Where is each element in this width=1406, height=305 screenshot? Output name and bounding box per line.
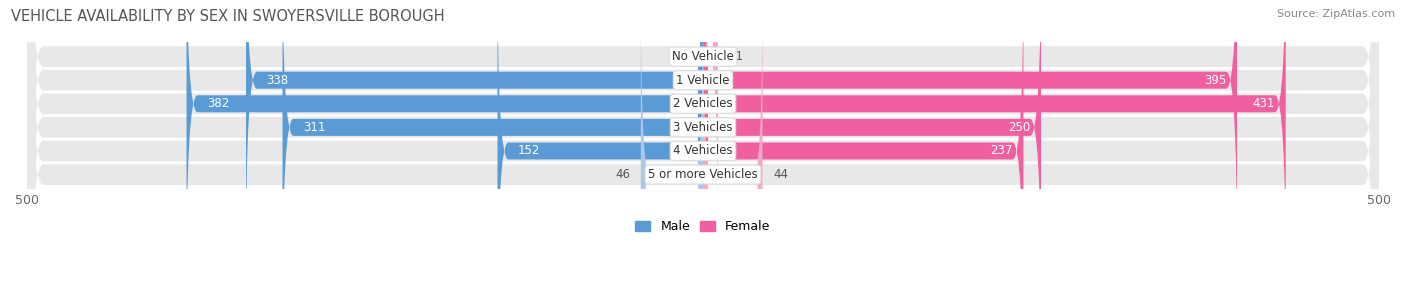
Text: 1 Vehicle: 1 Vehicle [676,74,730,87]
Text: 4 Vehicles: 4 Vehicles [673,145,733,157]
Text: 338: 338 [266,74,288,87]
FancyBboxPatch shape [27,0,1379,305]
FancyBboxPatch shape [27,0,1379,305]
Text: 237: 237 [990,145,1012,157]
Text: 311: 311 [302,121,325,134]
Text: 395: 395 [1204,74,1226,87]
Text: 11: 11 [728,50,744,63]
Text: 152: 152 [517,145,540,157]
FancyBboxPatch shape [498,0,703,305]
FancyBboxPatch shape [641,0,703,305]
Text: 2 Vehicles: 2 Vehicles [673,97,733,110]
FancyBboxPatch shape [703,0,1040,305]
FancyBboxPatch shape [27,0,1379,305]
Text: 5 or more Vehicles: 5 or more Vehicles [648,168,758,181]
Text: 431: 431 [1253,97,1275,110]
Text: 382: 382 [207,97,229,110]
Legend: Male, Female: Male, Female [630,215,776,238]
FancyBboxPatch shape [703,0,1285,284]
Text: VEHICLE AVAILABILITY BY SEX IN SWOYERSVILLE BOROUGH: VEHICLE AVAILABILITY BY SEX IN SWOYERSVI… [11,9,444,24]
FancyBboxPatch shape [27,0,1379,305]
Text: Source: ZipAtlas.com: Source: ZipAtlas.com [1277,9,1395,19]
FancyBboxPatch shape [703,0,1237,260]
Text: 0: 0 [685,50,692,63]
FancyBboxPatch shape [703,0,718,237]
FancyBboxPatch shape [283,0,703,305]
FancyBboxPatch shape [187,0,703,284]
Text: 46: 46 [614,168,630,181]
Text: 44: 44 [773,168,789,181]
FancyBboxPatch shape [703,0,1024,305]
FancyBboxPatch shape [246,0,703,260]
Text: 250: 250 [1008,121,1031,134]
FancyBboxPatch shape [27,0,1379,305]
FancyBboxPatch shape [703,0,762,305]
FancyBboxPatch shape [27,0,1379,305]
Text: No Vehicle: No Vehicle [672,50,734,63]
Text: 3 Vehicles: 3 Vehicles [673,121,733,134]
